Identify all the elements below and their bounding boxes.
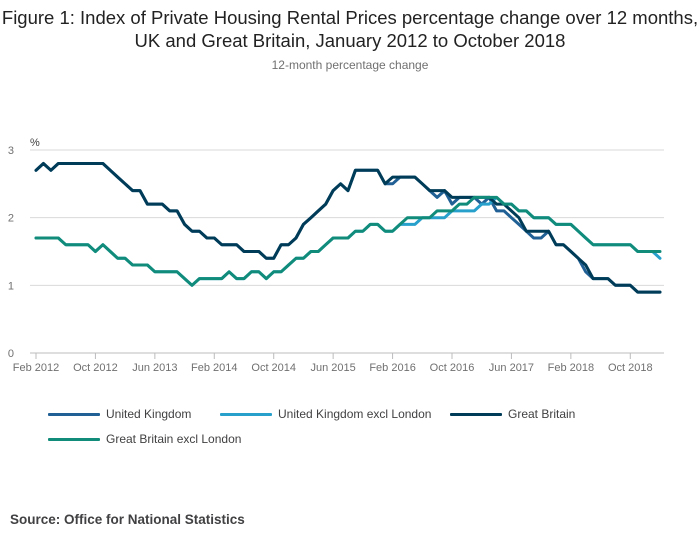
x-tick-label: Oct 2014 (251, 362, 296, 374)
legend-swatch (220, 412, 272, 416)
x-tick-label: Feb 2016 (369, 362, 415, 374)
y-axis-unit-label: % (30, 137, 40, 149)
series-line-3 (34, 162, 662, 294)
x-tick-label: Jun 2013 (132, 362, 177, 374)
x-tick-label: Feb 2014 (191, 362, 237, 374)
y-tick-label: 0 (8, 348, 14, 360)
legend-swatch (48, 412, 100, 416)
y-axis-ticks: 0 1 2 3 (8, 145, 14, 360)
x-tick-label: Oct 2018 (608, 362, 653, 374)
chart-subtitle: 12-month percentage change (271, 58, 429, 72)
legend-item-2: United Kingdom excl London (220, 404, 431, 424)
legend-item-4: Great Britain excl London (48, 429, 241, 449)
x-tick-label: Oct 2012 (73, 362, 118, 374)
legend-label: United Kingdom (106, 407, 192, 421)
legend-swatch (450, 412, 502, 416)
legend-label: United Kingdom excl London (278, 407, 432, 421)
legend-swatch (48, 437, 100, 441)
chart-gridlines (30, 149, 664, 354)
x-tick-label: Jun 2015 (311, 362, 356, 374)
series-line-2 (34, 195, 662, 287)
y-tick-label: 3 (8, 145, 14, 157)
series-line-4 (34, 195, 662, 287)
source-note: Source: Office for National Statistics (10, 512, 245, 527)
y-tick-label: 1 (8, 280, 14, 292)
y-tick-label: 2 (8, 213, 14, 225)
legend-item-1: United Kingdom (48, 404, 191, 424)
series-line-1 (34, 162, 662, 294)
chart-title: Figure 1: Index of Private Housing Renta… (1, 7, 699, 51)
line-chart: 0 1 2 3 Feb 2012 Oct 2012 Jun 2013 Feb 2014 Oct… (8, 137, 664, 374)
legend-label: Great Britain (508, 407, 576, 421)
x-tick-label: Jun 2017 (489, 362, 534, 374)
x-tick-label: Feb 2018 (548, 362, 594, 374)
x-tick-label: Feb 2012 (13, 362, 59, 374)
legend-label: Great Britain excl London (106, 432, 242, 446)
legend-item-3: Great Britain (450, 404, 575, 424)
x-tick-label: Oct 2016 (430, 362, 475, 374)
x-axis-ticks: Feb 2012 Oct 2012 Jun 2013 Feb 2014 Oct 2014… (13, 353, 653, 374)
chart-series-lines (34, 162, 662, 294)
